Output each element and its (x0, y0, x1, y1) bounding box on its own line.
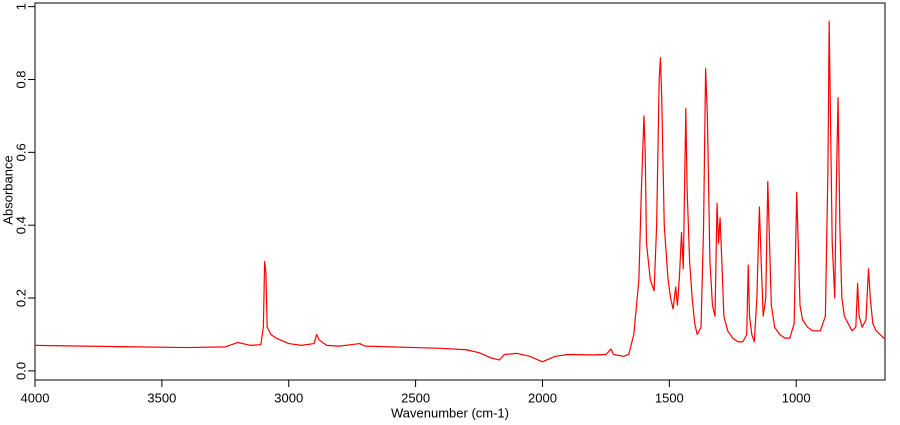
y-tick-label: 0.8 (13, 70, 28, 88)
y-tick-label: 1 (13, 3, 28, 10)
y-tick-label: 0.0 (13, 362, 28, 380)
y-axis-label: Absorbance (0, 155, 15, 224)
y-tick-label: 0.6 (13, 143, 28, 161)
plot-frame (34, 2, 886, 381)
x-tick-label: 4000 (21, 390, 50, 405)
x-tick-label: 2500 (401, 390, 430, 405)
y-tick-label: 0.2 (13, 289, 28, 307)
y-tick-label: 0.4 (13, 216, 28, 234)
x-tick-label: 1000 (782, 390, 811, 405)
spectrum-line (34, 20, 885, 363)
x-axis-label: Wavenumber (cm-1) (391, 405, 509, 420)
x-tick-label: 3500 (147, 390, 176, 405)
x-tick-label: 3000 (274, 390, 303, 405)
x-tick-label: 2000 (528, 390, 557, 405)
x-tick-label: 1500 (655, 390, 684, 405)
